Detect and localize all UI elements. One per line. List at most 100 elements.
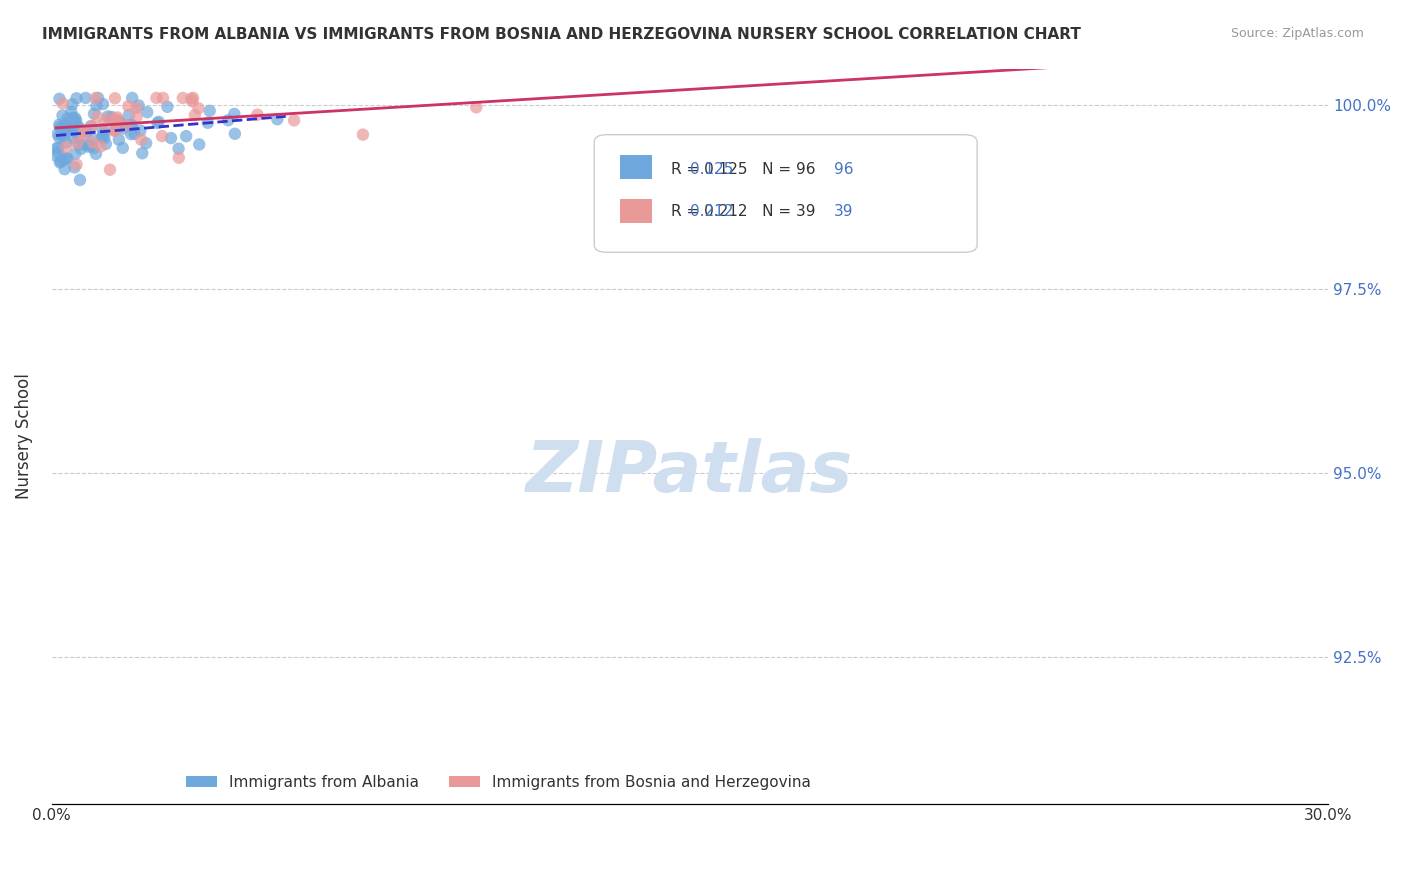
Text: 39: 39 bbox=[834, 204, 853, 219]
Point bbox=[266, 112, 288, 127]
Point bbox=[181, 95, 204, 109]
Point bbox=[49, 155, 72, 169]
Point bbox=[93, 127, 115, 141]
Point bbox=[65, 117, 87, 131]
Point bbox=[56, 120, 79, 134]
Point bbox=[117, 99, 139, 113]
Point bbox=[65, 91, 87, 105]
Point bbox=[160, 131, 183, 145]
Point bbox=[120, 118, 142, 132]
Point bbox=[104, 124, 127, 138]
Point bbox=[108, 133, 131, 147]
Point bbox=[90, 139, 112, 153]
Point bbox=[65, 157, 87, 171]
Point bbox=[86, 110, 108, 124]
Point bbox=[93, 131, 115, 145]
Point bbox=[156, 100, 179, 114]
Point bbox=[197, 116, 219, 130]
Point bbox=[187, 101, 209, 115]
Point bbox=[128, 98, 150, 112]
Point bbox=[352, 128, 374, 142]
Point bbox=[48, 92, 70, 106]
Point bbox=[217, 113, 239, 128]
Point bbox=[125, 101, 148, 115]
Point bbox=[70, 142, 93, 156]
Point bbox=[198, 103, 221, 118]
Point bbox=[51, 108, 73, 122]
Point bbox=[146, 116, 169, 130]
Point bbox=[167, 142, 190, 156]
Text: R = 0.125   N = 96: R = 0.125 N = 96 bbox=[671, 162, 815, 178]
Point bbox=[52, 153, 75, 167]
FancyBboxPatch shape bbox=[620, 199, 651, 223]
Point bbox=[120, 127, 142, 141]
Text: IMMIGRANTS FROM ALBANIA VS IMMIGRANTS FROM BOSNIA AND HERZEGOVINA NURSERY SCHOOL: IMMIGRANTS FROM ALBANIA VS IMMIGRANTS FR… bbox=[42, 27, 1081, 42]
Point bbox=[107, 113, 129, 128]
Point bbox=[283, 113, 305, 128]
Point bbox=[65, 113, 87, 128]
Point bbox=[55, 116, 77, 130]
Point bbox=[48, 145, 70, 160]
Point bbox=[77, 139, 100, 153]
Text: ZIPatlas: ZIPatlas bbox=[526, 438, 853, 508]
Point bbox=[121, 91, 143, 105]
Point bbox=[224, 127, 246, 141]
Point bbox=[112, 121, 135, 136]
Point bbox=[82, 136, 104, 150]
Point bbox=[63, 161, 86, 175]
Point bbox=[181, 91, 204, 105]
Point bbox=[56, 112, 79, 126]
Point bbox=[55, 119, 77, 133]
Point bbox=[76, 125, 98, 139]
Point bbox=[56, 124, 79, 138]
Point bbox=[108, 116, 131, 130]
Y-axis label: Nursery School: Nursery School bbox=[15, 373, 32, 499]
Point bbox=[98, 162, 121, 177]
Point bbox=[145, 91, 167, 105]
Point bbox=[56, 152, 79, 166]
Point bbox=[174, 129, 197, 144]
Point bbox=[46, 127, 69, 141]
Point bbox=[49, 120, 72, 134]
Point bbox=[55, 140, 77, 154]
Point bbox=[66, 136, 89, 151]
Point bbox=[94, 136, 117, 151]
Point bbox=[62, 120, 84, 134]
Point bbox=[100, 110, 122, 124]
Point bbox=[129, 123, 152, 137]
Point bbox=[73, 137, 96, 152]
Point bbox=[83, 107, 105, 121]
Point bbox=[125, 109, 148, 123]
Point bbox=[97, 110, 120, 124]
Point bbox=[60, 104, 83, 119]
Point bbox=[87, 91, 110, 105]
Text: 96: 96 bbox=[834, 162, 853, 178]
Point bbox=[150, 129, 173, 144]
Point bbox=[121, 118, 143, 132]
Point bbox=[136, 105, 159, 120]
Point bbox=[52, 129, 75, 144]
Point bbox=[55, 152, 77, 166]
Point bbox=[91, 122, 114, 136]
Point bbox=[63, 147, 86, 161]
Point bbox=[111, 141, 134, 155]
Point bbox=[75, 91, 97, 105]
Legend: Immigrants from Albania, Immigrants from Bosnia and Herzegovina: Immigrants from Albania, Immigrants from… bbox=[180, 769, 817, 796]
Point bbox=[48, 130, 70, 145]
Point bbox=[84, 146, 107, 161]
Text: 0.125: 0.125 bbox=[690, 162, 734, 178]
Point bbox=[82, 141, 104, 155]
Point bbox=[62, 111, 84, 125]
Point bbox=[465, 100, 488, 114]
Point bbox=[103, 124, 125, 138]
Point bbox=[51, 127, 73, 141]
Point bbox=[69, 173, 91, 187]
Text: R = 0.212   N = 39: R = 0.212 N = 39 bbox=[671, 204, 815, 219]
Point bbox=[72, 128, 94, 142]
Point bbox=[67, 120, 90, 135]
Point bbox=[104, 91, 127, 105]
Point bbox=[152, 91, 174, 105]
Point bbox=[131, 146, 153, 161]
Point bbox=[45, 149, 67, 163]
Point bbox=[91, 97, 114, 112]
